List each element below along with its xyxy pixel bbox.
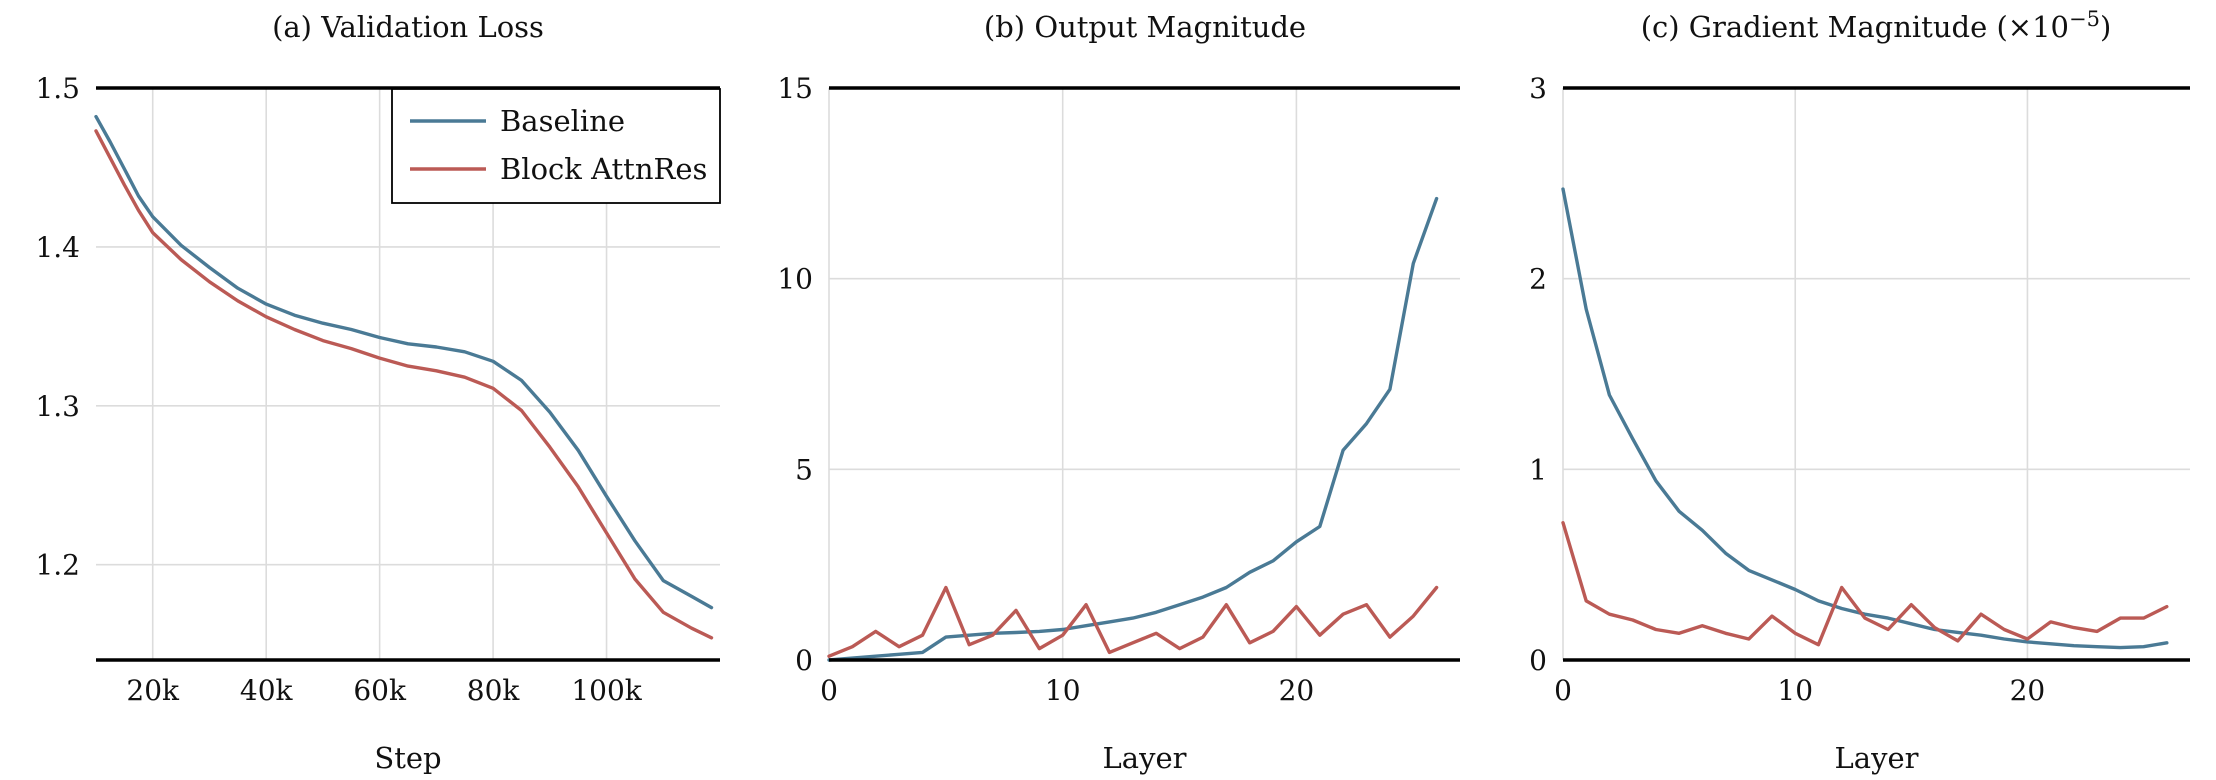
series-line-block — [827, 585, 1439, 658]
y-tick-label: 3 — [1529, 72, 1547, 105]
series-line-baseline — [94, 114, 714, 610]
series-line-block — [1561, 521, 2169, 647]
chart-panel-1: 0 10 20 0 5 10 15 (b) Output Magnitude Layer — [777, 10, 1460, 775]
chart-panel-2: 0 10 20 0 1 2 3 (c) Gradient Magnitude (×10−5) L… — [1529, 7, 2190, 775]
series-line-baseline — [827, 196, 1439, 662]
x-tick-label: 100k — [571, 674, 642, 707]
x-tick-label: 80k — [467, 674, 521, 707]
y-tick-label: 1 — [1529, 453, 1547, 486]
chart-title: (b) Output Magnitude — [984, 10, 1306, 44]
y-tick-label: 1.5 — [35, 72, 80, 105]
x-axis-label: Step — [374, 741, 441, 775]
x-tick-label: 40k — [240, 674, 294, 707]
y-tick-label: 15 — [777, 72, 813, 105]
y-tick-label: 5 — [795, 453, 813, 486]
y-tick-label: 2 — [1529, 263, 1547, 296]
chart-title: (c) Gradient Magnitude (×10−5) — [1641, 7, 2112, 44]
x-tick-label: 0 — [820, 674, 838, 707]
x-axis-label: Layer — [1835, 741, 1919, 775]
series-line-block — [94, 129, 714, 640]
y-tick-label: 0 — [1529, 644, 1547, 677]
series-line-baseline — [1561, 187, 2169, 650]
x-tick-label: 60k — [353, 674, 407, 707]
x-tick-label: 20 — [1279, 674, 1315, 707]
x-tick-label: 20k — [126, 674, 180, 707]
x-tick-label: 0 — [1554, 674, 1572, 707]
x-axis-label: Layer — [1103, 741, 1187, 775]
chart-panel-0: 20k 40k 60k 80k 100k 1.2 1.3 1.4 1.5 (a) Validati… — [35, 10, 721, 775]
y-tick-label: 1.4 — [35, 231, 80, 264]
legend-label: Block AttnRes — [500, 152, 707, 186]
legend: Baseline Block AttnRes — [391, 88, 721, 204]
x-tick-label: 20 — [2010, 674, 2046, 707]
y-tick-label: 10 — [777, 263, 813, 296]
x-tick-label: 10 — [1777, 674, 1813, 707]
y-tick-label: 1.2 — [35, 549, 80, 582]
chart-title: (a) Validation Loss — [272, 10, 544, 44]
legend-label: Baseline — [500, 104, 625, 138]
y-tick-label: 1.3 — [35, 390, 80, 423]
x-tick-label: 10 — [1045, 674, 1081, 707]
y-tick-label: 0 — [795, 644, 813, 677]
legend-box — [391, 88, 721, 204]
